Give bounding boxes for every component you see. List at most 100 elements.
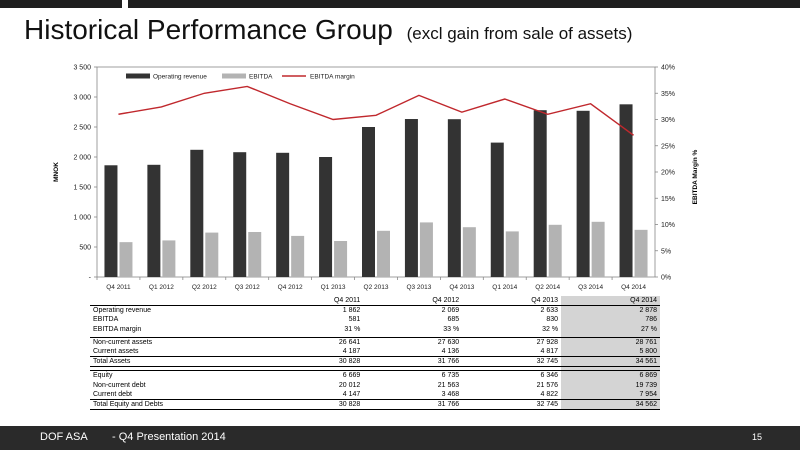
bar-operating-revenue <box>619 104 633 277</box>
table-row: Non-current debt 20 012 21 563 21 576 19 739 <box>90 380 660 390</box>
table-row: EBITDA margin 31 % 33 % 32 % 27 % <box>90 324 660 334</box>
footer-bar: DOF ASA - Q4 Presentation 2014 15 <box>0 426 800 450</box>
table-cell: 34 561 <box>561 356 660 368</box>
y2-tick-label: 40% <box>661 65 675 72</box>
bar-operating-revenue <box>404 119 418 277</box>
table-cell: 6 346 <box>462 370 562 381</box>
table-cell: 581 <box>348 316 361 324</box>
bar-ebitda <box>591 221 605 277</box>
table-column-header: Q4 2014 <box>561 296 660 307</box>
y-tick-label: 1 500 <box>73 185 91 192</box>
y-tick-label: 3 000 <box>73 95 91 102</box>
table-row: Total Equity and Debts 30 828 31 766 32 745… <box>90 399 660 411</box>
y-tick-label: 500 <box>79 245 91 252</box>
bar-ebitda <box>291 235 305 277</box>
table-cell: 33 % <box>443 325 460 333</box>
bar-operating-revenue <box>147 164 161 277</box>
y2-tick-label: 20% <box>661 170 675 177</box>
table-row-label: Current debt <box>93 390 132 398</box>
table-cell: 27 928 <box>462 336 562 348</box>
table-cell: 32 745 <box>462 356 562 368</box>
bar-operating-revenue <box>362 127 375 277</box>
bar-ebitda <box>205 232 219 277</box>
x-tick-label: Q2 2014 <box>535 284 560 291</box>
footer-presentation: - Q4 Presentation 2014 <box>112 431 226 443</box>
table-column-header: Q4 2012 <box>363 296 463 307</box>
table-cell: 31 % <box>344 325 361 333</box>
x-tick-label: Q4 2011 <box>106 284 131 291</box>
legend-label-operating-revenue: Operating revenue <box>153 74 207 81</box>
table-row: Non-current assets 26 641 27 630 27 928 28 7… <box>90 336 660 348</box>
y-axis-label: MNOK <box>53 162 60 182</box>
table-column-header: Q4 2013 <box>462 296 562 307</box>
x-tick-label: Q2 2012 <box>192 284 217 291</box>
bar-ebitda <box>334 241 348 277</box>
spacer-cell <box>561 333 660 338</box>
top-bar-right <box>128 0 800 8</box>
table-cell: 1 862 <box>342 307 361 315</box>
table-cell: 30 828 <box>266 356 364 368</box>
table-cell: 19 739 <box>561 380 660 390</box>
table-cell: 6 735 <box>363 370 463 381</box>
table-column-header: Q4 2011 <box>266 296 364 307</box>
table-header-blank <box>90 296 266 307</box>
table-cell: 34 562 <box>561 399 660 411</box>
x-tick-label: Q4 2013 <box>449 284 474 291</box>
table-cell: 830 <box>546 316 559 324</box>
page-number: 15 <box>751 432 762 442</box>
table-row-label: Non-current debt <box>93 381 146 389</box>
footer-company: DOF ASA <box>40 431 88 443</box>
y2-tick-label: 35% <box>661 91 675 98</box>
table-cell: 2 069 <box>441 307 460 315</box>
bar-ebitda <box>248 232 262 277</box>
bar-ebitda <box>162 240 176 277</box>
y2-tick-label: 0% <box>661 275 671 282</box>
bar-operating-revenue <box>576 110 590 277</box>
table-row-label: EBITDA margin <box>93 325 142 333</box>
legend-label-ebitda: EBITDA <box>249 74 273 81</box>
x-tick-label: Q2 2013 <box>364 284 389 291</box>
y-tick-label: 2 000 <box>73 155 91 162</box>
table-row-label: Total Assets <box>90 356 266 368</box>
financial-summary-table: Q4 2011 Q4 2012 Q4 2013 Q4 2014 Operating re… <box>90 296 660 411</box>
table-cell: 2 878 <box>561 305 660 316</box>
table-cell: 6 669 <box>266 370 364 381</box>
performance-chart: - 500 1 000 1 500 2 000 2 500 3 000 3 500 0% 5% 10… <box>53 65 699 292</box>
table-row: Current debt 4 147 3 468 4 822 7 954 <box>90 389 660 400</box>
table-cell: 21 563 <box>437 381 460 389</box>
table-cell: 7 954 <box>561 389 660 400</box>
bar-operating-revenue <box>233 152 247 277</box>
table-cell: 28 761 <box>561 336 660 348</box>
top-bar-left <box>0 0 122 8</box>
table-cell: 31 766 <box>363 356 463 368</box>
bar-ebitda <box>548 224 562 277</box>
bar-ebitda <box>462 227 476 277</box>
table-cell: 4 136 <box>441 348 460 356</box>
bar-ebitda <box>505 231 519 277</box>
legend-label-ebitda-margin: EBITDA margin <box>310 74 355 81</box>
table-cell: 685 <box>447 316 460 324</box>
table-row: EBITDA 581 685 830 786 <box>90 315 660 325</box>
spacer-cell <box>561 366 660 371</box>
table-row-label: Operating revenue <box>93 307 151 315</box>
y-tick-label: 3 500 <box>73 65 91 72</box>
bar-operating-revenue <box>447 119 461 277</box>
table-row-label: Equity <box>90 370 266 381</box>
table-row: Total Assets 30 828 31 766 32 745 34 561 <box>90 356 660 368</box>
table-cell: 32 745 <box>462 399 562 411</box>
y2-tick-label: 25% <box>661 143 675 150</box>
table-cell: 30 828 <box>266 399 364 411</box>
x-tick-label: Q1 2014 <box>492 284 517 291</box>
table-row: Equity 6 669 6 735 6 346 6 869 <box>90 370 660 381</box>
legend-swatch-operating-revenue <box>126 73 150 79</box>
x-tick-label: Q3 2013 <box>406 284 431 291</box>
table-cell: 26 641 <box>266 336 364 348</box>
table-row: Current assets 4 187 4 136 4 817 5 800 <box>90 347 660 357</box>
x-tick-label: Q4 2014 <box>621 284 646 291</box>
table-cell: 4 147 <box>342 390 361 398</box>
table-cell: 21 576 <box>536 381 559 389</box>
y2-axis-label: EBITDA Margin % <box>692 149 699 204</box>
table-row: Operating revenue 1 862 2 069 2 633 2 878 <box>90 305 660 316</box>
y2-tick-label: 30% <box>661 117 675 124</box>
y-tick-label: 1 000 <box>73 215 91 222</box>
